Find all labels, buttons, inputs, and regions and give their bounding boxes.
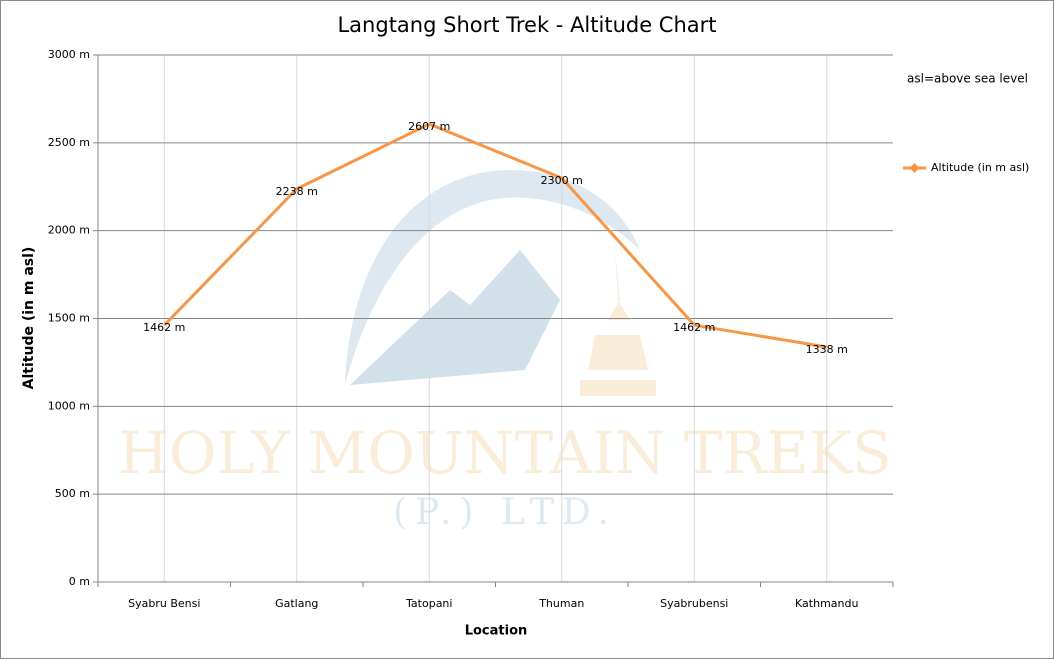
x-tick-label: Kathmandu: [795, 597, 858, 610]
x-tick-label: Gatlang: [275, 597, 318, 610]
watermark-mountain: [350, 250, 560, 385]
data-line: [163, 122, 827, 349]
y-tick-label: 3000 m: [48, 48, 90, 61]
watermark-subtitle: (P.) LTD.: [393, 492, 617, 533]
y-tick-label: 1500 m: [48, 312, 90, 325]
x-tick-label: Syabrubensi: [660, 597, 728, 610]
chart-title: Langtang Short Trek - Altitude Chart: [337, 13, 716, 37]
data-label: 2607 m: [408, 120, 450, 133]
legend-marker: [909, 163, 920, 173]
data-label: 2238 m: [276, 185, 318, 198]
y-tick-label: 0 m: [69, 575, 90, 588]
x-axis-label: Location: [465, 624, 528, 639]
legend-label: Altitude (in m asl): [931, 161, 1029, 174]
watermark-stupa: [580, 250, 656, 396]
annotation: asl=above sea level: [907, 72, 1028, 86]
y-tick-label: 500 m: [55, 487, 90, 500]
y-tick-label: 2000 m: [48, 224, 90, 237]
x-tick-label: Tatopani: [405, 597, 452, 610]
y-axis-label: Altitude (in m asl): [21, 247, 37, 390]
data-label: 1462 m: [143, 321, 185, 334]
y-tick-label: 2500 m: [48, 136, 90, 149]
watermark-title: HOLY MOUNTAIN TREKS: [118, 419, 891, 487]
x-tick-label: Thuman: [538, 597, 584, 610]
x-tick-label: Syabru Bensi: [128, 597, 200, 610]
watermark-arc: [345, 170, 640, 385]
y-tick-label: 1000 m: [48, 399, 90, 412]
data-label: 1462 m: [673, 321, 715, 334]
data-label: 1338 m: [806, 343, 848, 356]
data-label: 2300 m: [541, 174, 583, 187]
